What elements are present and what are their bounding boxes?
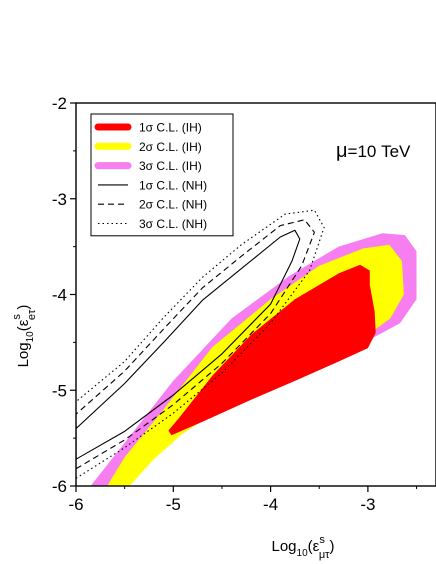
contour-1-c-l-ih xyxy=(168,264,376,436)
y-tick-label: -6 xyxy=(52,477,67,496)
x-tick-label: -5 xyxy=(166,495,181,514)
x-tick-label: -6 xyxy=(68,495,83,514)
x-axis-title: Log10(εs μτ) xyxy=(271,534,334,561)
legend-entry: 1σ C.L. (IH) xyxy=(94,121,202,135)
legend-entry: 1σ C.L. (NH) xyxy=(98,178,207,192)
energy-annotation: μ=10 TeV xyxy=(336,140,411,162)
legend-entry: 3σ C.L. (NH) xyxy=(98,217,207,231)
legend-label: 2σ C.L. (NH) xyxy=(139,198,207,212)
legend-label: 1σ C.L. (IH) xyxy=(139,121,202,135)
x-tick-label: -4 xyxy=(263,495,278,514)
y-tick-label: -2 xyxy=(52,94,67,113)
legend-entry: 2σ C.L. (NH) xyxy=(98,198,207,212)
legend-entry: 2σ C.L. (IH) xyxy=(94,140,202,154)
contour-1-c-l-nh xyxy=(76,229,301,460)
y-tick-label: -3 xyxy=(52,190,67,209)
y-tick-label: -4 xyxy=(52,286,67,305)
y-axis-title: Log10(εs eτ) xyxy=(11,305,38,368)
legend-label: 3σ C.L. (IH) xyxy=(139,159,202,173)
legend-box xyxy=(90,113,234,237)
legend: 1σ C.L. (IH) 2σ C.L. (IH) 3σ C.L. (IH) 1σ C… xyxy=(90,113,234,237)
legend-label: 3σ C.L. (NH) xyxy=(139,217,207,231)
legend-entry: 3σ C.L. (IH) xyxy=(94,159,202,173)
x-tick-label: -3 xyxy=(360,495,375,514)
y-tick-label: -5 xyxy=(52,381,67,400)
legend-label: 2σ C.L. (IH) xyxy=(139,140,202,154)
legend-label: 1σ C.L. (NH) xyxy=(139,178,207,192)
